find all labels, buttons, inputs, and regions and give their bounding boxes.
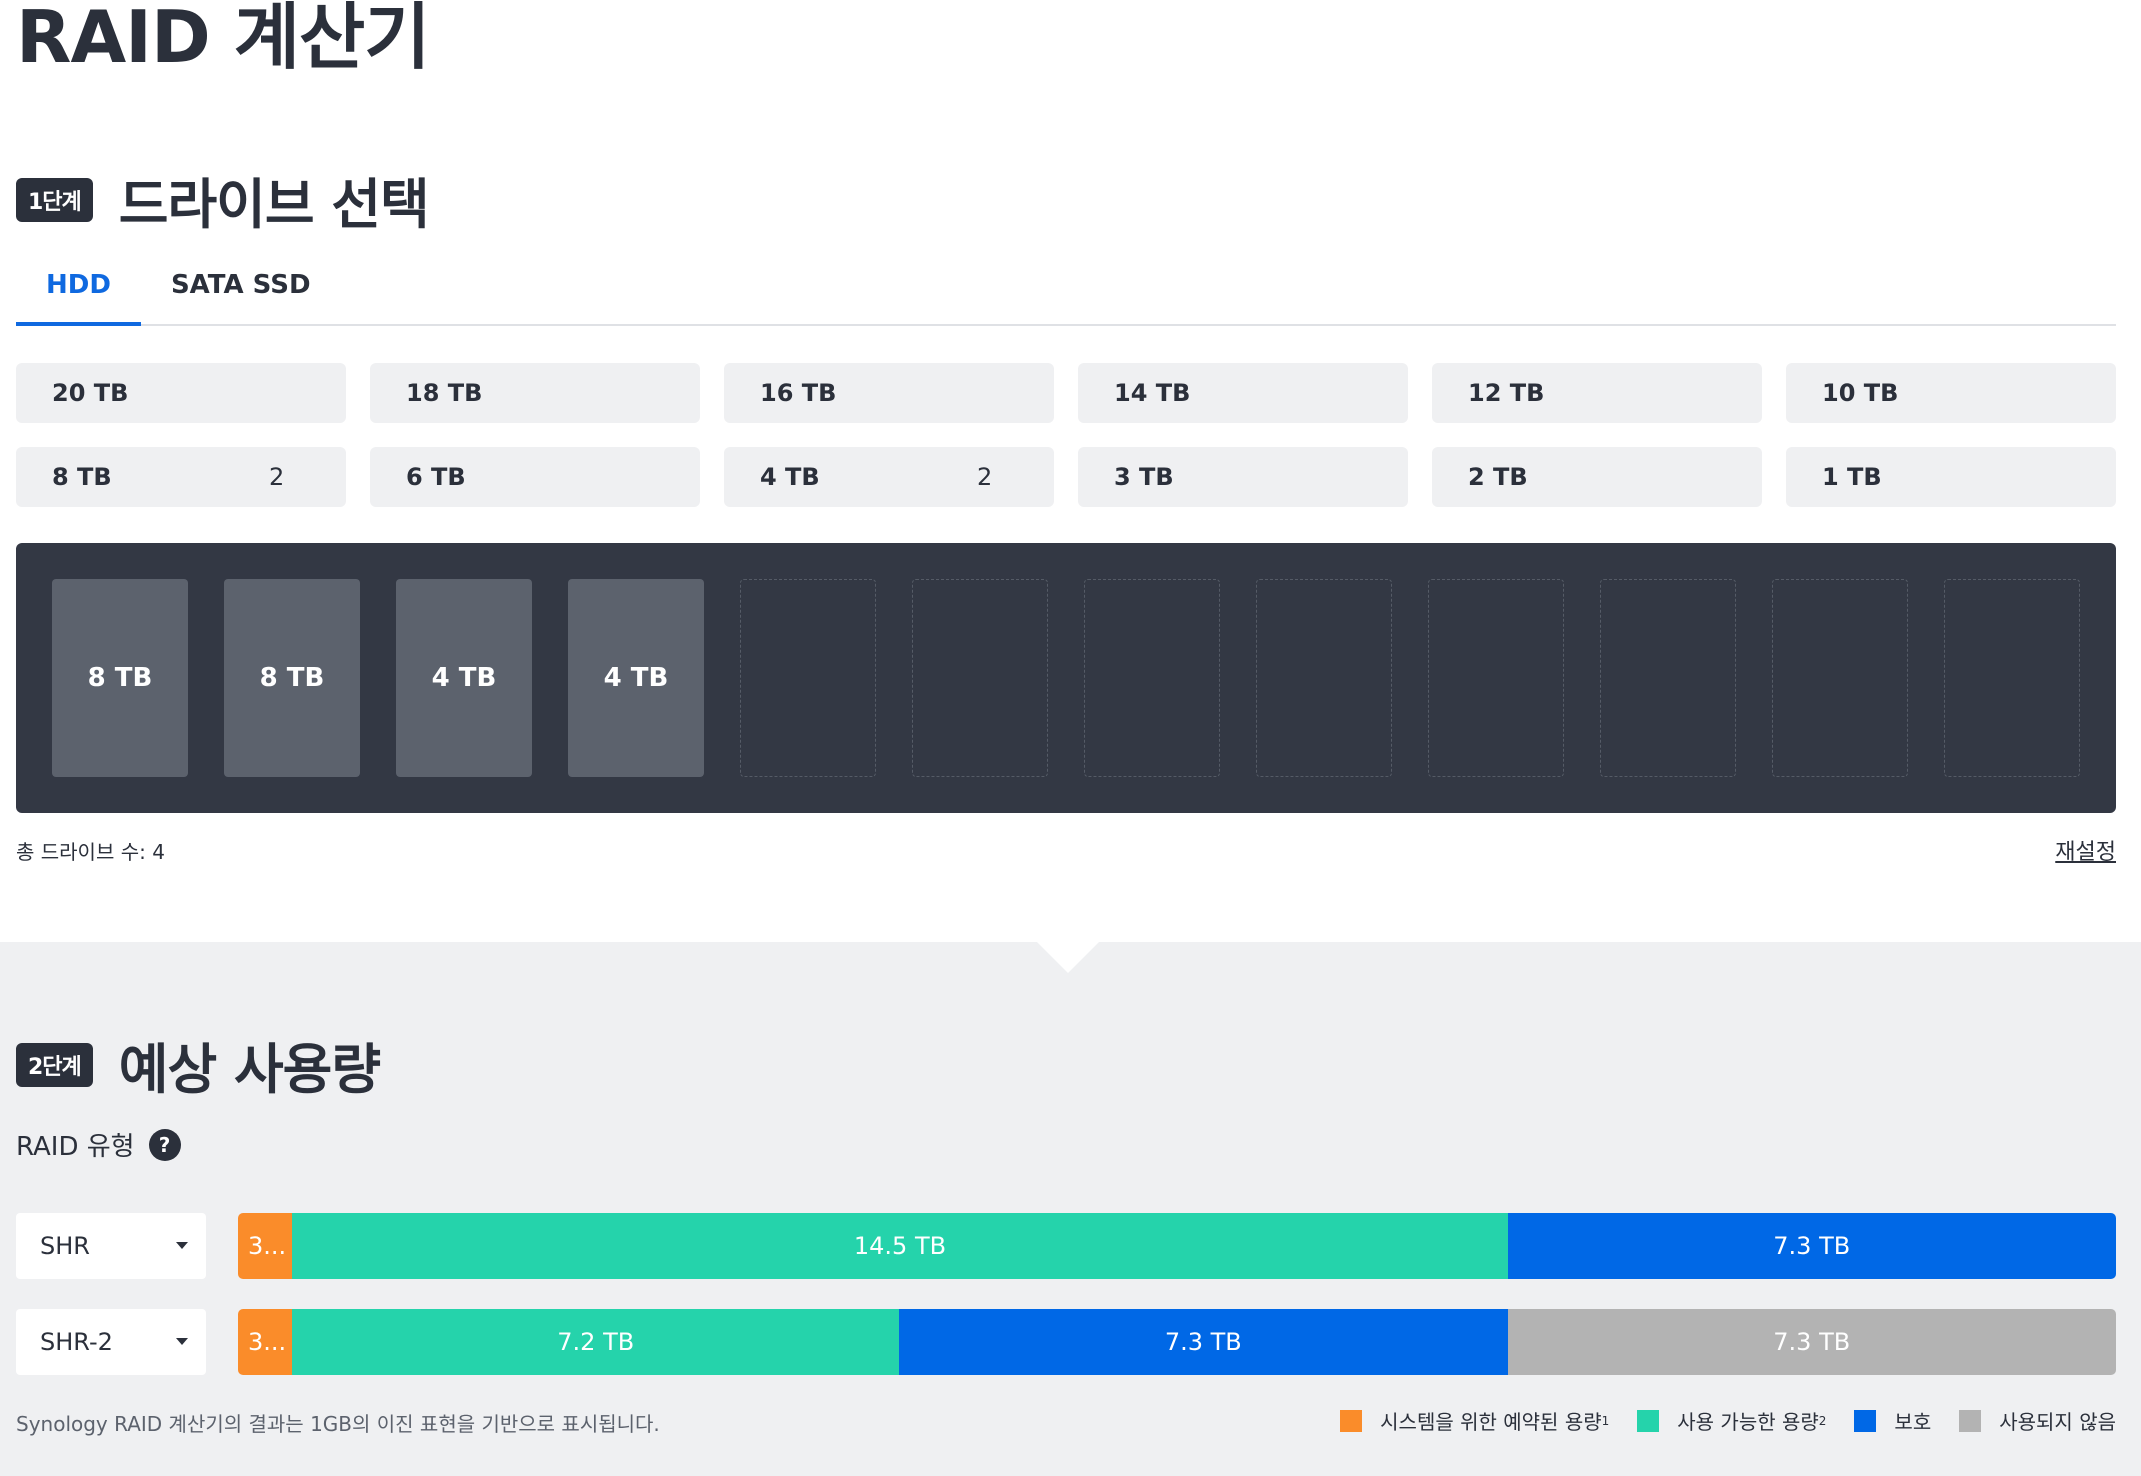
legend-label: 보호 <box>1894 1410 1932 1434</box>
footnote: Synology RAID 계산기의 결과는 1GB의 이진 표현을 기반으로 … <box>16 1412 660 1436</box>
size-button-10tb[interactable]: 10 TB <box>1786 363 2116 423</box>
drive-slot-1[interactable]: 8 TB <box>52 579 188 777</box>
legend-sup: 2 <box>1818 1413 1827 1428</box>
step1-badge: 1단계 <box>16 177 93 222</box>
segment-available: 7.2 TB <box>292 1309 900 1375</box>
legend-swatch <box>1854 1409 1877 1432</box>
drive-slot-4[interactable]: 4 TB <box>568 579 704 777</box>
size-label: 18 TB <box>406 379 483 407</box>
size-button-3tb[interactable]: 3 TB <box>1078 447 1408 507</box>
tab-hdd[interactable]: HDD <box>16 258 141 326</box>
total-drives: 총 드라이브 수: 4 <box>16 840 165 864</box>
size-button-4tb[interactable]: 4 TB 2 <box>724 447 1054 507</box>
legend: 시스템을 위한 예약된 용량 1 사용 가능한 용량 2 보호 사용되지 않음 <box>1312 1406 2116 1435</box>
size-label: 14 TB <box>1114 379 1191 407</box>
segment-reserved: 3... <box>238 1309 293 1375</box>
raid-type-value: SHR <box>40 1232 90 1260</box>
size-count: 2 <box>269 463 285 491</box>
legend-item-available: 사용 가능한 용량 2 <box>1637 1406 1826 1435</box>
drive-slot-empty <box>740 579 876 777</box>
legend-item-protection: 보호 <box>1854 1406 1931 1435</box>
size-button-1tb[interactable]: 1 TB <box>1786 447 2116 507</box>
capacity-bar-shr2: 3... 7.2 TB 7.3 TB 7.3 TB <box>238 1309 2116 1375</box>
step2-header: 2단계 예상 사용량 <box>16 1025 381 1104</box>
legend-label: 시스템을 위한 예약된 용량 <box>1380 1410 1602 1434</box>
size-label: 10 TB <box>1822 379 1899 407</box>
step1-title: 드라이브 선택 <box>118 173 430 236</box>
segment-protection: 7.3 TB <box>899 1309 1508 1375</box>
size-label: 8 TB <box>52 463 112 491</box>
drive-slot-empty <box>1428 579 1564 777</box>
legend-label: 사용되지 않음 <box>1999 1410 2116 1434</box>
size-label: 16 TB <box>760 379 837 407</box>
size-label: 12 TB <box>1468 379 1545 407</box>
size-button-20tb[interactable]: 20 TB <box>16 363 346 423</box>
legend-swatch <box>1340 1409 1363 1432</box>
size-label: 1 TB <box>1822 463 1882 491</box>
drive-type-tabs: HDD SATA SSD <box>16 258 2116 326</box>
size-button-8tb[interactable]: 8 TB 2 <box>16 447 346 507</box>
drive-slot-empty <box>1256 579 1392 777</box>
drive-slot-empty <box>1772 579 1908 777</box>
raid-type-label: RAID 유형 ? <box>16 1126 181 1163</box>
legend-item-unused: 사용되지 않음 <box>1959 1406 2116 1435</box>
step2-badge: 2단계 <box>16 1042 93 1087</box>
size-button-16tb[interactable]: 16 TB <box>724 363 1054 423</box>
size-button-18tb[interactable]: 18 TB <box>370 363 700 423</box>
raid-type-value: SHR-2 <box>40 1328 113 1356</box>
raid-type-text: RAID 유형 <box>16 1132 135 1162</box>
drive-size-grid: 20 TB 18 TB 16 TB 14 TB 12 TB 10 TB 8 TB… <box>16 363 2116 507</box>
size-button-2tb[interactable]: 2 TB <box>1432 447 1762 507</box>
drive-slot-empty <box>1084 579 1220 777</box>
step2-title: 예상 사용량 <box>118 1038 381 1101</box>
legend-swatch <box>1959 1409 1982 1432</box>
legend-sup: 1 <box>1601 1413 1610 1428</box>
drive-slot-3[interactable]: 4 TB <box>396 579 532 777</box>
legend-swatch <box>1637 1409 1660 1432</box>
drive-slot-empty <box>912 579 1048 777</box>
tab-sata-ssd[interactable]: SATA SSD <box>170 270 311 300</box>
section-notch <box>1036 941 1100 973</box>
size-button-12tb[interactable]: 12 TB <box>1432 363 1762 423</box>
legend-item-reserved: 시스템을 위한 예약된 용량 1 <box>1340 1406 1609 1435</box>
step1-header: 1단계 드라이브 선택 <box>16 160 430 239</box>
drive-slot-empty <box>1600 579 1736 777</box>
segment-available: 14.5 TB <box>292 1213 1508 1279</box>
drive-slot-empty <box>1944 579 2080 777</box>
drive-bay-panel: 8 TB 8 TB 4 TB 4 TB <box>16 543 2116 813</box>
capacity-bar-shr: 3... 14.5 TB 7.3 TB <box>238 1213 2116 1279</box>
segment-protection: 7.3 TB <box>1507 1213 2116 1279</box>
segment-unused: 7.3 TB <box>1507 1309 2116 1375</box>
usage-section <box>0 942 2141 1476</box>
size-label: 20 TB <box>52 379 129 407</box>
raid-type-select-1[interactable]: SHR <box>16 1213 206 1279</box>
raid-type-select-2[interactable]: SHR-2 <box>16 1309 206 1375</box>
chevron-down-icon <box>176 1338 188 1345</box>
size-count: 2 <box>977 463 993 491</box>
segment-reserved: 3... <box>238 1213 293 1279</box>
size-label: 2 TB <box>1468 463 1528 491</box>
legend-label: 사용 가능한 용량 <box>1677 1410 1819 1434</box>
page-title: RAID 계산기 <box>16 0 431 79</box>
size-label: 3 TB <box>1114 463 1174 491</box>
size-button-14tb[interactable]: 14 TB <box>1078 363 1408 423</box>
reset-link[interactable]: 재설정 <box>2055 840 2116 865</box>
size-label: 4 TB <box>760 463 820 491</box>
drive-slot-2[interactable]: 8 TB <box>224 579 360 777</box>
size-label: 6 TB <box>406 463 466 491</box>
chevron-down-icon <box>176 1242 188 1249</box>
help-icon[interactable]: ? <box>148 1128 181 1161</box>
size-button-6tb[interactable]: 6 TB <box>370 447 700 507</box>
